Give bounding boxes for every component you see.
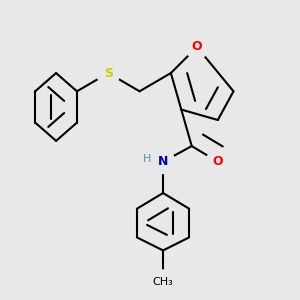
Circle shape [206,150,230,173]
Circle shape [151,150,175,173]
Text: N: N [158,155,168,168]
Circle shape [151,270,175,293]
Circle shape [97,61,120,85]
Text: H: H [143,154,151,164]
Text: CH₃: CH₃ [153,277,173,287]
Text: S: S [104,67,113,80]
Text: O: O [192,40,202,53]
Text: O: O [212,155,223,168]
Circle shape [185,35,209,59]
